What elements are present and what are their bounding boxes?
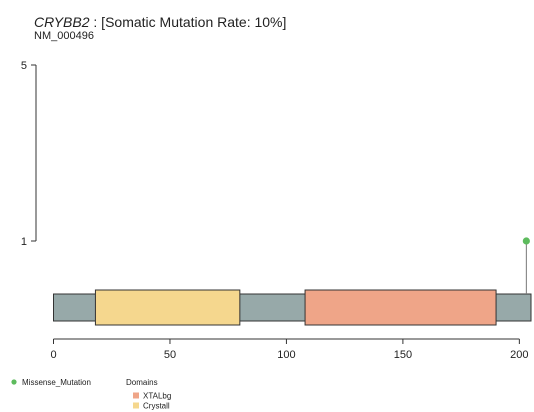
mutation-point: [523, 237, 530, 244]
domain-xtalbg: [305, 290, 496, 325]
x-tick-label: 200: [510, 349, 528, 361]
x-axis: 0 50 100 150 200: [50, 339, 528, 361]
x-tick-label: 150: [394, 349, 412, 361]
y-axis: 15: [21, 60, 36, 248]
legend-domain-label: XTALbg: [143, 392, 171, 401]
legend-domain-swatch: [133, 393, 139, 399]
x-tick-label: 100: [277, 349, 295, 361]
legend-mutation-label: Missense_Mutation: [22, 378, 91, 387]
mutation-layer: [523, 237, 530, 294]
y-tick-label: 5: [21, 60, 27, 72]
x-tick-label: 50: [164, 349, 176, 361]
legend-domains-title: Domains: [126, 378, 158, 387]
legend-mutation-marker: [11, 379, 16, 384]
legend-domain-swatch: [133, 403, 139, 409]
domain-crystall: [95, 290, 239, 325]
legend-domain-label: Crystall: [143, 402, 170, 411]
y-tick-label: 1: [21, 236, 27, 248]
x-tick-label: 0: [50, 349, 56, 361]
